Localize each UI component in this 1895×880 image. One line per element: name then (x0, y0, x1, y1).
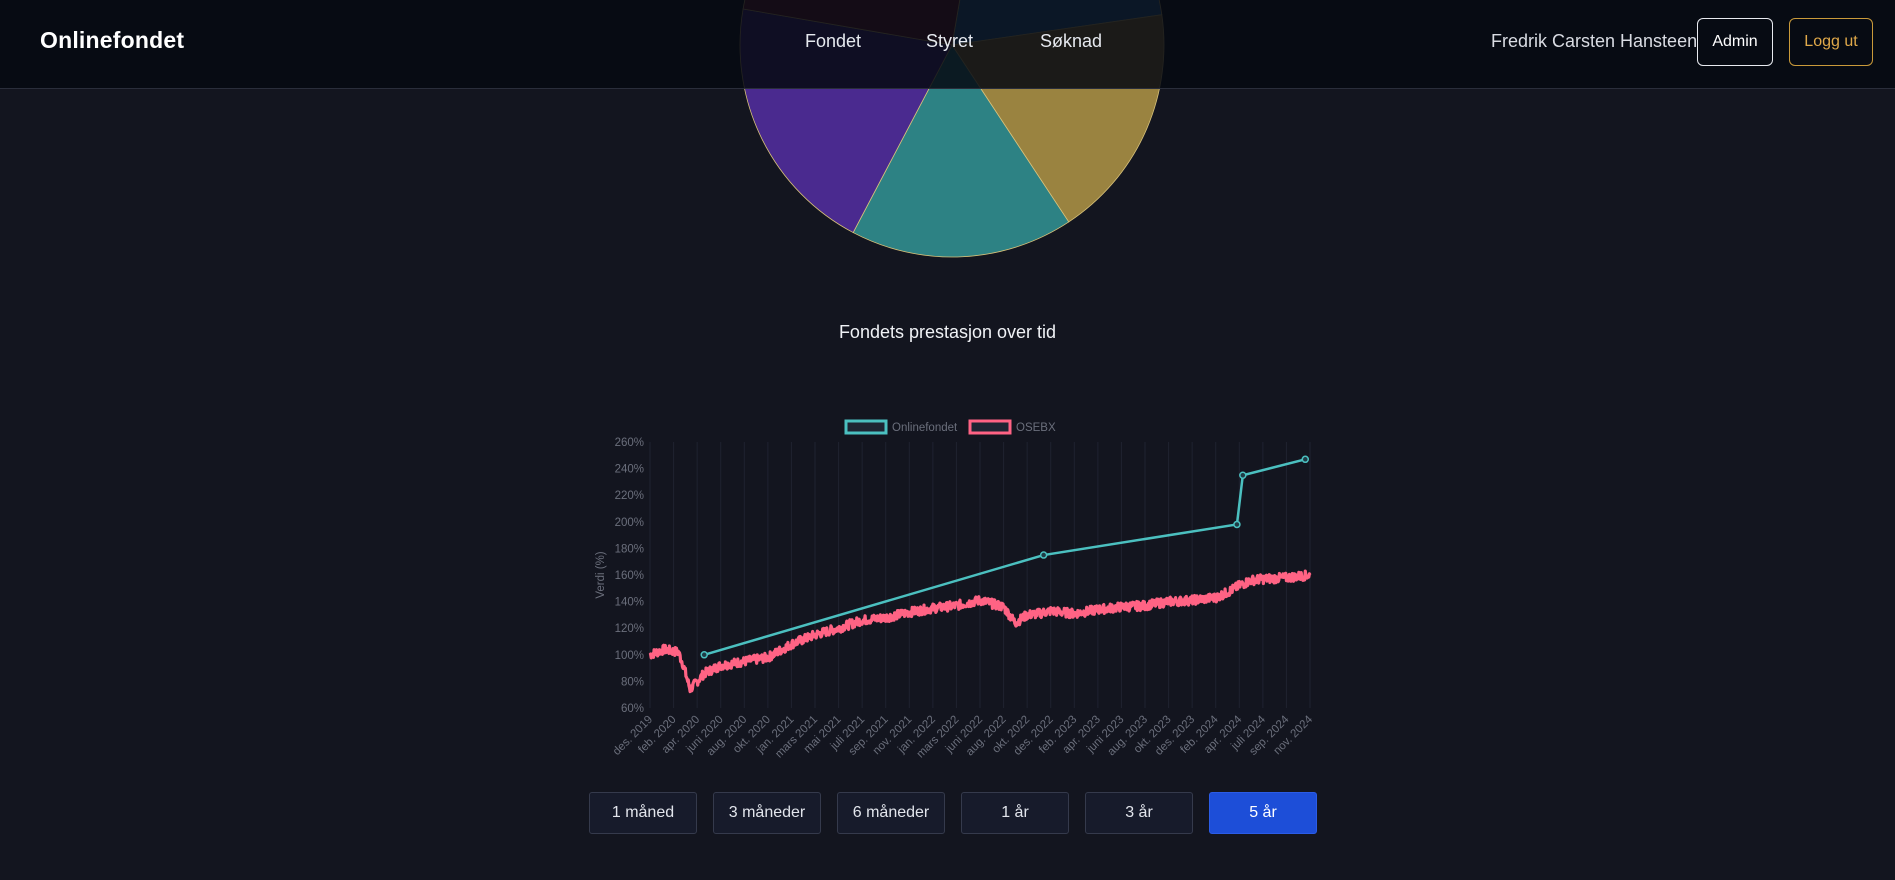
logout-button[interactable]: Logg ut (1789, 18, 1873, 66)
data-point-onlinefondet[interactable] (700, 651, 708, 659)
y-tick-label: 60% (621, 703, 644, 715)
nav-link-styret[interactable]: Styret (926, 31, 974, 51)
legend-label[interactable]: OSEBX (1016, 422, 1056, 434)
data-point-onlinefondet[interactable] (1301, 455, 1310, 464)
y-tick-label: 100% (615, 650, 644, 662)
legend-label[interactable]: Onlinefondet (892, 422, 958, 434)
range-button-1-year[interactable]: 1 år (961, 792, 1069, 834)
pie-slice (852, 44, 1070, 258)
nav-link-fondet[interactable]: Fondet (805, 31, 862, 51)
chart-legend: Onlinefondet OSEBX (844, 419, 1056, 435)
series-line-osebx (648, 569, 1312, 694)
series-line-onlinefondet (703, 458, 1306, 656)
top-navbar: Onlinefondet Fondet Styret Søknad Fredri… (0, 0, 1895, 89)
y-tick-label: 120% (615, 623, 644, 635)
chart-section-title: Fondets prestasjon over tid (838, 322, 1057, 342)
legend-swatch[interactable] (844, 419, 888, 435)
range-button-3-months[interactable]: 3 måneder (713, 792, 821, 834)
y-tick-label: 200% (615, 517, 644, 529)
y-tick-label: 260% (615, 437, 644, 449)
y-tick-label: 180% (615, 543, 644, 555)
nav-link-soknad[interactable]: Søknad (1040, 31, 1103, 51)
y-tick-label: 240% (615, 464, 644, 476)
admin-button[interactable]: Admin (1697, 18, 1773, 66)
y-tick-label: 140% (615, 597, 644, 609)
user-name: Fredrik Carsten Hansteen (1491, 31, 1698, 51)
y-tick-label: 220% (615, 490, 644, 502)
range-button-6-months[interactable]: 6 måneder (837, 792, 945, 834)
range-button-3-years[interactable]: 3 år (1085, 792, 1193, 834)
data-point-onlinefondet[interactable] (1233, 520, 1241, 529)
y-tick-label: 160% (615, 570, 644, 582)
data-point-onlinefondet[interactable] (1239, 471, 1247, 479)
range-button-1-month[interactable]: 1 måned (589, 792, 697, 834)
legend-swatch[interactable] (968, 419, 1012, 435)
y-tick-label: 80% (621, 676, 644, 688)
brand-logo[interactable]: Onlinefondet (40, 27, 185, 53)
performance-line-chart: 260% 240% 220% 200% 180% 160% 140% 120% 100% 80% 6… (595, 419, 1316, 761)
y-axis-title: Verdi (%) (595, 551, 607, 598)
range-button-5-years[interactable]: 5 år (1209, 792, 1317, 834)
data-point-onlinefondet[interactable] (1039, 551, 1048, 559)
